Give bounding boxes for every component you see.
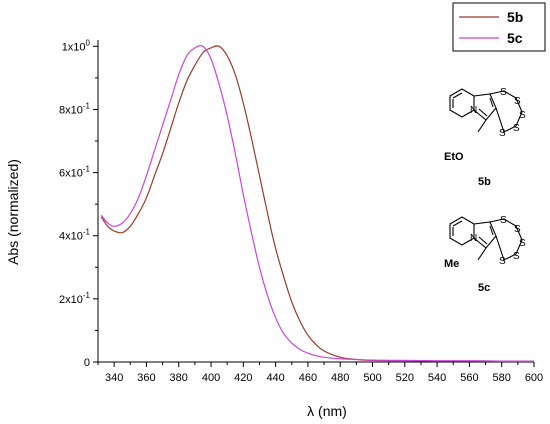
y-tick-label: 8x10-1 bbox=[59, 101, 91, 116]
ring-double-bond bbox=[478, 108, 488, 117]
substituent-label-5c: Me bbox=[444, 258, 459, 270]
x-tick-label: 380 bbox=[170, 372, 188, 384]
x-tick-label: 480 bbox=[331, 372, 349, 384]
sulfur-atom: S bbox=[499, 128, 506, 139]
substituent-bond bbox=[477, 119, 487, 133]
y-tick-label: 1x100 bbox=[62, 38, 91, 53]
legend: 5b 5c bbox=[452, 2, 546, 52]
x-tick-label: 520 bbox=[396, 372, 414, 384]
ring-double-bond bbox=[452, 92, 463, 99]
sulfur-atom: S bbox=[514, 96, 521, 107]
legend-label-5c: 5c bbox=[507, 30, 523, 46]
compound-label-5b: 5b bbox=[478, 176, 491, 188]
x-tick-label: 560 bbox=[460, 372, 478, 384]
structure-5c-atoms: N S S S S S Me 5c bbox=[444, 215, 526, 294]
x-tick-label: 580 bbox=[493, 372, 511, 384]
legend-box bbox=[452, 2, 546, 52]
legend-label-5b: 5b bbox=[507, 9, 523, 25]
polysulfide-chain bbox=[489, 218, 523, 261]
sulfur-atom: S bbox=[513, 123, 520, 134]
structure-5c bbox=[449, 216, 523, 261]
sulfur-atom: S bbox=[513, 251, 520, 262]
x-tick-label: 400 bbox=[202, 372, 220, 384]
ring-double-bond bbox=[489, 97, 494, 108]
axes-group: 340 360 380 400 420 440 460 480 500 520 540 560 580 6… bbox=[59, 38, 543, 384]
y-tick-label: 6x10-1 bbox=[59, 165, 91, 180]
sulfur-atom: S bbox=[500, 87, 507, 98]
compound-label-5c: 5c bbox=[478, 282, 490, 294]
x-tick-label: 440 bbox=[266, 372, 284, 384]
x-tick-label: 420 bbox=[234, 372, 252, 384]
sulfur-atom: S bbox=[519, 238, 526, 249]
sulfur-atom: S bbox=[500, 215, 507, 226]
x-tick-label: 600 bbox=[525, 372, 543, 384]
x-tick-label: 360 bbox=[137, 372, 155, 384]
y-tick-label: 0 bbox=[84, 357, 90, 369]
ring-double-bond bbox=[489, 225, 494, 236]
substituent-bond bbox=[477, 247, 487, 261]
sulfur-atom: S bbox=[499, 256, 506, 267]
polysulfide-chain bbox=[489, 90, 523, 133]
structure-5b bbox=[449, 88, 523, 133]
ring-double-bond bbox=[478, 236, 488, 245]
y-tick-label: 2x10-1 bbox=[59, 291, 91, 306]
x-tick-label: 460 bbox=[299, 372, 317, 384]
x-axis-title: λ (nm) bbox=[307, 403, 347, 419]
sulfur-atom: S bbox=[514, 224, 521, 235]
y-axis-title: Abs (normalized) bbox=[5, 159, 21, 265]
nitrogen-atom: N bbox=[470, 105, 477, 116]
series-group bbox=[100, 44, 534, 362]
ring-double-bond bbox=[452, 220, 463, 227]
substituent-label-5b: EtO bbox=[444, 151, 464, 163]
nitrogen-atom: N bbox=[470, 233, 477, 244]
sulfur-atom: S bbox=[519, 110, 526, 121]
x-tick-label: 340 bbox=[105, 372, 123, 384]
structure-5b-atoms: N S S S S S EtO 5b bbox=[444, 87, 526, 188]
x-tick-label: 540 bbox=[428, 372, 446, 384]
x-tick-label: 500 bbox=[363, 372, 381, 384]
y-tick-label: 4x10-1 bbox=[59, 228, 91, 243]
series-line-5c bbox=[100, 44, 534, 362]
